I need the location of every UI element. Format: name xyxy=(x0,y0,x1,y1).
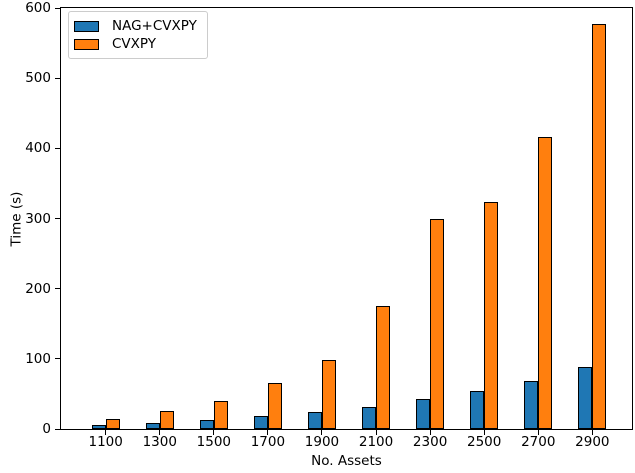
x-tick-mark xyxy=(267,430,269,435)
bar-cvxpy-1900 xyxy=(321,360,336,429)
y-tick-mark xyxy=(55,147,60,149)
bar-nag-cvxpy-1500 xyxy=(199,420,214,429)
bar-nag-cvxpy-2100 xyxy=(362,407,377,429)
x-tick-mark xyxy=(105,430,107,435)
legend-label: NAG+CVXPY xyxy=(112,18,197,34)
y-tick-label: 100 xyxy=(25,350,51,367)
x-tick-mark xyxy=(159,430,161,435)
bar-cvxpy-1300 xyxy=(159,411,174,429)
y-axis-title-box: Time (s) xyxy=(6,7,26,430)
y-tick-mark xyxy=(55,7,60,9)
x-tick-label: 1700 xyxy=(250,434,286,450)
y-tick-mark xyxy=(55,77,60,79)
bar-nag-cvxpy-2500 xyxy=(470,391,485,429)
y-tick-mark xyxy=(55,288,60,290)
x-tick-mark xyxy=(537,430,539,435)
y-tick-label: 400 xyxy=(25,140,51,157)
bar-cvxpy-2900 xyxy=(592,24,607,429)
bar-cvxpy-1500 xyxy=(213,401,228,429)
bar-cvxpy-1100 xyxy=(105,419,120,429)
bar-nag-cvxpy-1900 xyxy=(307,412,322,429)
y-tick-mark xyxy=(55,358,60,360)
legend-swatch xyxy=(74,20,99,32)
bar-nag-cvxpy-2700 xyxy=(524,381,539,429)
x-tick-mark xyxy=(321,430,323,435)
bar-cvxpy-2500 xyxy=(484,202,499,429)
x-tick-mark xyxy=(591,430,593,435)
bar-cvxpy-2700 xyxy=(538,137,553,429)
bar-nag-cvxpy-2900 xyxy=(578,367,593,429)
x-tick-label: 2100 xyxy=(358,434,394,450)
y-tick-mark xyxy=(55,428,60,430)
y-tick-label: 0 xyxy=(42,421,51,437)
legend-item: CVXPY xyxy=(74,35,197,53)
y-tick-label: 600 xyxy=(25,0,51,16)
y-tick-label: 200 xyxy=(25,280,51,297)
bar-cvxpy-2100 xyxy=(376,306,391,429)
bar-nag-cvxpy-1300 xyxy=(145,423,160,429)
y-tick-label: 500 xyxy=(25,70,51,87)
bar-cvxpy-2300 xyxy=(430,219,445,429)
x-tick-label: 2500 xyxy=(467,434,502,450)
x-tick-label: 2300 xyxy=(412,434,448,450)
y-tick-mark xyxy=(55,218,60,219)
y-tick-label: 300 xyxy=(25,210,51,227)
x-tick-label: 2900 xyxy=(575,434,610,450)
legend-label: CVXPY xyxy=(112,36,157,52)
x-tick-label: 1500 xyxy=(196,434,231,450)
bar-cvxpy-1700 xyxy=(267,383,282,429)
bar-nag-cvxpy-1100 xyxy=(91,425,106,429)
x-tick-label: 1100 xyxy=(88,434,123,450)
x-tick-label: 1300 xyxy=(142,434,177,450)
x-axis-title: No. Assets xyxy=(311,453,382,469)
x-tick-label: 2700 xyxy=(521,434,556,450)
x-tick-mark xyxy=(483,430,485,435)
x-tick-label: 1900 xyxy=(304,434,340,450)
legend-item: NAG+CVXPY xyxy=(74,17,197,35)
bar-nag-cvxpy-1700 xyxy=(253,416,268,429)
y-axis-title: Time (s) xyxy=(8,191,24,246)
legend: NAG+CVXPY CVXPY xyxy=(68,11,208,59)
legend-swatch xyxy=(74,38,99,50)
x-tick-mark xyxy=(213,430,215,435)
x-tick-mark xyxy=(375,430,377,435)
bar-nag-cvxpy-2300 xyxy=(416,399,431,429)
x-tick-mark xyxy=(429,430,431,435)
plot-area: NAG+CVXPY CVXPY xyxy=(60,7,633,430)
